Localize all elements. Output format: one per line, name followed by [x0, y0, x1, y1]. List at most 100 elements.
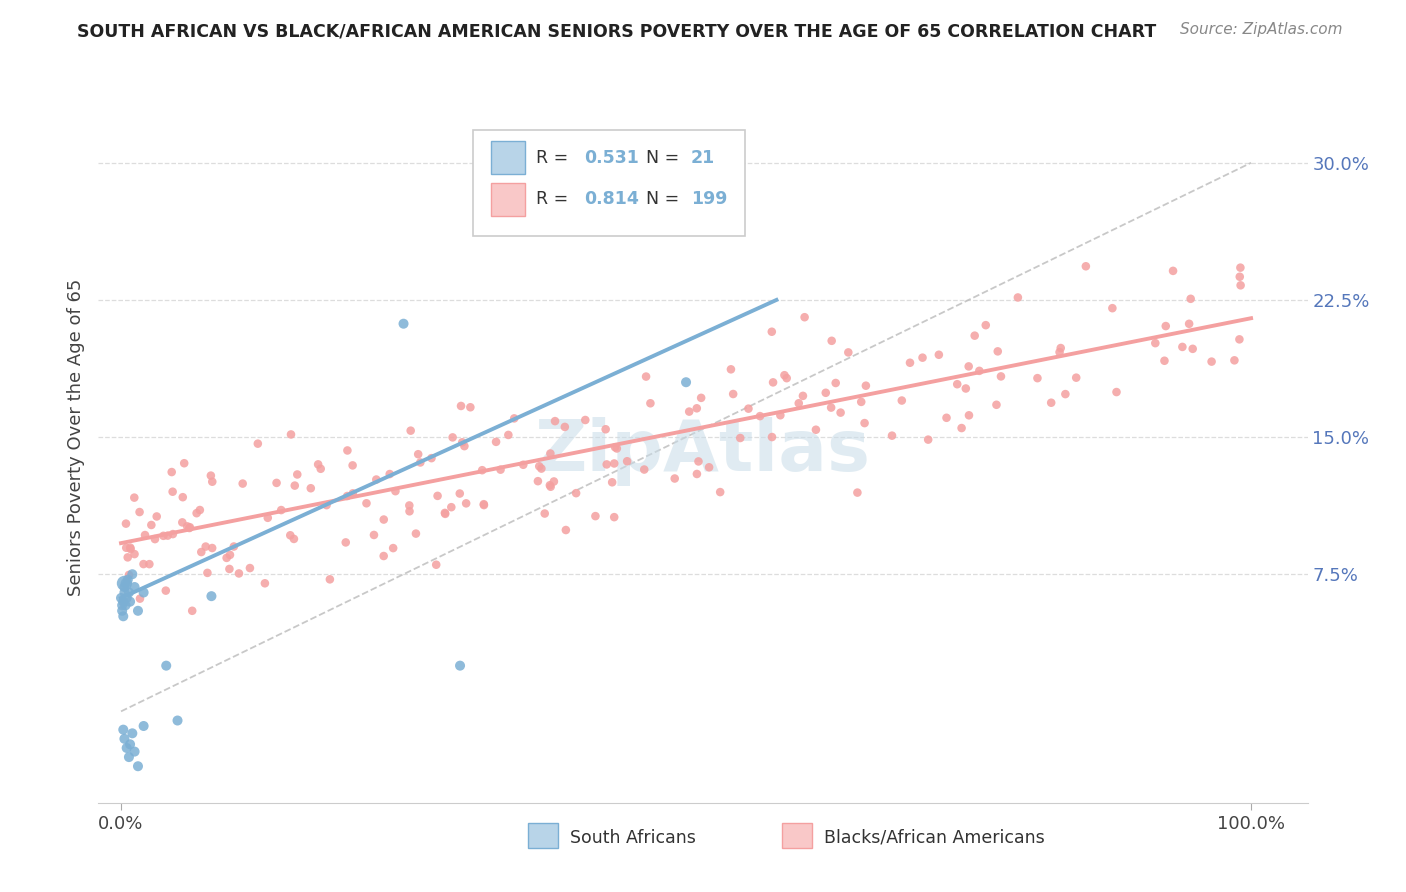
Text: Blacks/African Americans: Blacks/African Americans	[824, 829, 1045, 847]
Point	[880, 428, 903, 442]
Point	[434, 507, 457, 521]
Point	[197, 566, 219, 580]
Point	[1154, 319, 1177, 334]
Point	[121, 726, 143, 740]
Point	[426, 489, 449, 503]
Point	[688, 454, 710, 468]
Point	[112, 594, 135, 608]
Point	[342, 458, 364, 473]
Point	[409, 455, 432, 469]
Point	[1178, 317, 1201, 331]
Point	[787, 396, 810, 410]
Point	[986, 398, 1008, 412]
Point	[398, 499, 420, 513]
Point	[124, 547, 146, 561]
Point	[792, 389, 814, 403]
Point	[112, 576, 135, 591]
Point	[127, 604, 149, 618]
Point	[253, 576, 276, 591]
Point	[498, 428, 520, 442]
Point	[406, 447, 429, 461]
Point	[554, 523, 576, 537]
Point	[112, 585, 135, 599]
Point	[1171, 340, 1194, 354]
Point	[285, 467, 308, 482]
Point	[538, 446, 561, 460]
Point	[112, 731, 135, 746]
Point	[114, 576, 136, 591]
Point	[256, 511, 278, 525]
Point	[472, 498, 495, 512]
Point	[1049, 341, 1071, 355]
Point	[917, 433, 939, 447]
Point	[110, 591, 132, 605]
Point	[773, 368, 796, 383]
Point	[471, 463, 494, 477]
Point	[485, 434, 508, 449]
Point	[957, 359, 980, 374]
Point	[138, 557, 160, 571]
Point	[846, 485, 869, 500]
Point	[686, 401, 709, 416]
Point	[143, 532, 166, 546]
Point	[179, 520, 201, 534]
Point	[851, 395, 873, 409]
Point	[830, 406, 852, 420]
Point	[111, 604, 134, 618]
Point	[200, 589, 222, 603]
Point	[855, 378, 877, 392]
Point	[762, 376, 785, 390]
Point	[911, 351, 934, 365]
Bar	[492, 141, 526, 174]
Point	[115, 740, 138, 755]
Point	[1049, 345, 1071, 359]
Point	[950, 421, 973, 435]
Point	[776, 371, 799, 385]
Point	[636, 369, 658, 384]
Point	[433, 506, 456, 520]
Point	[128, 505, 150, 519]
Point	[489, 463, 512, 477]
Point	[124, 580, 146, 594]
Point	[969, 364, 991, 378]
Point	[1180, 292, 1202, 306]
Point	[336, 489, 359, 503]
Point	[633, 462, 655, 476]
Point	[156, 528, 179, 542]
Point	[728, 431, 751, 445]
Point	[824, 376, 846, 390]
Point	[232, 476, 254, 491]
Point	[309, 462, 332, 476]
Point	[596, 458, 619, 472]
Point	[280, 427, 302, 442]
Point	[453, 439, 475, 453]
Point	[363, 528, 385, 542]
Point	[278, 528, 301, 542]
Point	[373, 549, 395, 563]
Point	[1229, 269, 1251, 284]
Point	[898, 356, 921, 370]
Point	[554, 420, 576, 434]
Point	[697, 460, 720, 475]
Point	[246, 436, 269, 450]
Point	[173, 456, 195, 470]
Point	[769, 409, 792, 423]
Point	[111, 599, 134, 613]
Point	[616, 454, 638, 468]
Text: N =: N =	[647, 190, 685, 209]
Point	[1229, 260, 1251, 275]
Point	[804, 423, 827, 437]
Text: 0.814: 0.814	[585, 190, 640, 209]
Point	[228, 566, 250, 581]
Text: 0.531: 0.531	[585, 149, 640, 167]
Point	[583, 509, 606, 524]
Point	[336, 443, 359, 458]
Point	[533, 507, 555, 521]
Point	[720, 362, 742, 376]
Point	[239, 561, 262, 575]
Point	[441, 430, 464, 444]
Point	[120, 542, 142, 557]
Point	[222, 540, 245, 554]
Point	[129, 591, 152, 606]
Point	[112, 580, 135, 594]
